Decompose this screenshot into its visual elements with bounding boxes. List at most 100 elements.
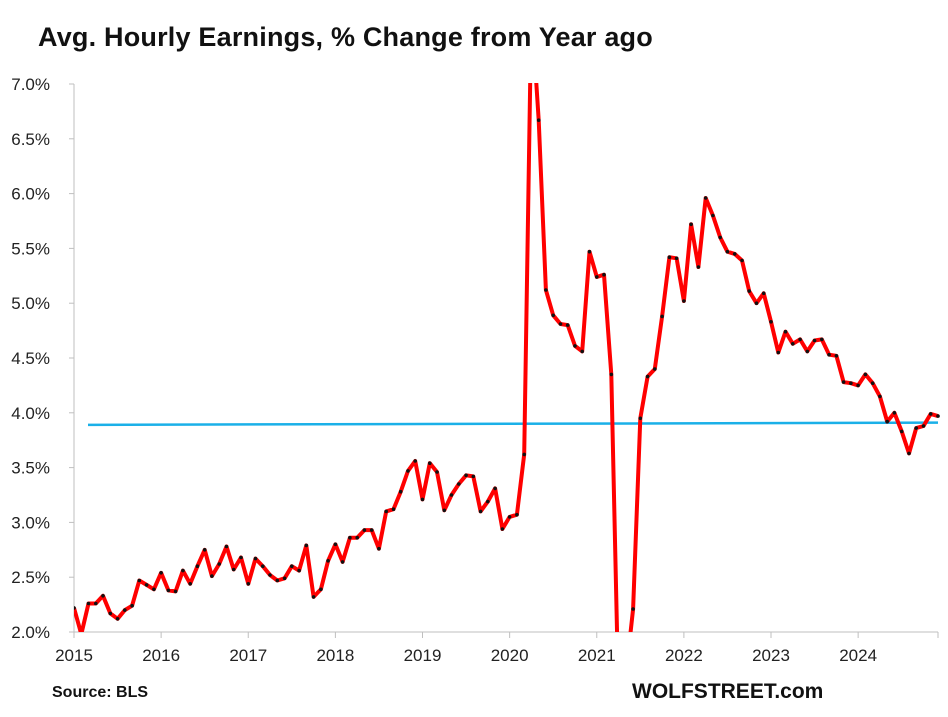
x-tick-label: 2018 bbox=[316, 646, 354, 665]
data-point bbox=[181, 568, 185, 573]
data-point bbox=[123, 608, 127, 612]
data-point bbox=[870, 381, 875, 386]
data-point bbox=[914, 426, 918, 430]
data-point bbox=[239, 555, 243, 560]
data-point bbox=[275, 578, 280, 583]
data-point bbox=[457, 482, 461, 486]
data-point bbox=[536, 118, 541, 122]
data-point bbox=[500, 527, 505, 531]
data-point bbox=[827, 352, 831, 357]
x-tick-label: 2022 bbox=[665, 646, 703, 665]
data-point bbox=[166, 588, 171, 593]
data-point bbox=[195, 564, 200, 568]
data-point bbox=[268, 573, 272, 577]
x-tick-label: 2016 bbox=[142, 646, 180, 665]
data-point bbox=[530, 6, 534, 10]
y-tick-label: 6.0% bbox=[11, 185, 50, 204]
data-point bbox=[224, 544, 229, 549]
x-axis: 2015 2016 2017 2018 2019 2020 2021 2022 2023 2024 bbox=[55, 631, 939, 665]
data-point bbox=[507, 515, 512, 519]
data-point bbox=[340, 560, 345, 564]
trend-layer bbox=[87, 421, 939, 427]
data-point bbox=[580, 349, 584, 354]
data-point bbox=[115, 617, 120, 621]
data-point bbox=[231, 567, 236, 572]
brand-note: WOLFSTREET.com bbox=[632, 680, 824, 703]
data-point bbox=[805, 349, 810, 354]
y-tick-label: 4.0% bbox=[11, 404, 50, 423]
data-point bbox=[682, 299, 686, 303]
data-point bbox=[80, 632, 84, 636]
data-point bbox=[464, 473, 468, 478]
data-point bbox=[435, 470, 439, 474]
data-point bbox=[558, 322, 563, 326]
data-point bbox=[732, 252, 737, 256]
data-point bbox=[609, 372, 614, 377]
data-point bbox=[602, 272, 606, 277]
data-point bbox=[522, 452, 526, 457]
data-point bbox=[398, 489, 403, 494]
y-tick-label: 4.5% bbox=[11, 349, 50, 368]
y-tick-label: 5.0% bbox=[11, 294, 50, 313]
data-point bbox=[921, 424, 926, 428]
data-point bbox=[769, 320, 773, 324]
data-point bbox=[261, 564, 265, 568]
chart-title: Avg. Hourly Earnings, % Change from Year… bbox=[38, 22, 653, 52]
x-tick-label: 2024 bbox=[839, 646, 877, 665]
data-point bbox=[892, 411, 897, 415]
data-point bbox=[210, 574, 214, 578]
data-point bbox=[703, 196, 708, 200]
data-point bbox=[595, 275, 599, 279]
data-point bbox=[86, 601, 91, 606]
data-point bbox=[144, 583, 149, 587]
data-point bbox=[442, 508, 447, 513]
data-point bbox=[377, 546, 381, 551]
data-point bbox=[326, 559, 330, 563]
data-point bbox=[885, 419, 889, 424]
y-tick-label: 3.5% bbox=[11, 459, 50, 478]
y-axis: 2.0% 2.5% 3.0% 3.5% 4.0% 4.5% 5.0% 5.5% 6.0% 6.5%… bbox=[11, 75, 75, 642]
data-point bbox=[544, 288, 548, 292]
data-point bbox=[108, 611, 113, 616]
source-note: Source: BLS bbox=[52, 684, 149, 701]
y-tick-label: 2.5% bbox=[11, 568, 50, 587]
data-point bbox=[391, 507, 396, 512]
data-point bbox=[304, 543, 309, 548]
data-point bbox=[217, 562, 221, 566]
data-point bbox=[515, 512, 519, 517]
data-point bbox=[849, 381, 853, 386]
data-point bbox=[74, 606, 76, 610]
data-point bbox=[791, 342, 795, 346]
data-point bbox=[355, 535, 360, 540]
y-tick-label: 6.5% bbox=[11, 130, 50, 149]
data-point bbox=[667, 255, 672, 259]
trend-line bbox=[87, 421, 939, 427]
data-point bbox=[587, 249, 592, 254]
data-point bbox=[311, 595, 316, 599]
data-point bbox=[638, 416, 643, 421]
data-point bbox=[159, 571, 163, 575]
data-point bbox=[319, 587, 323, 592]
data-point bbox=[428, 461, 432, 466]
data-point bbox=[565, 323, 570, 327]
data-point bbox=[478, 509, 483, 514]
data-point bbox=[834, 354, 839, 358]
data-point bbox=[290, 564, 294, 568]
data-point bbox=[130, 603, 134, 608]
data-point bbox=[928, 412, 933, 416]
data-point bbox=[369, 528, 374, 532]
data-point bbox=[653, 367, 657, 371]
data-point bbox=[856, 383, 860, 388]
x-tick-label: 2023 bbox=[752, 646, 790, 665]
data-point bbox=[631, 607, 635, 611]
data-point bbox=[783, 329, 788, 334]
data-point bbox=[413, 459, 418, 463]
data-point bbox=[776, 350, 781, 355]
data-point bbox=[348, 535, 352, 540]
y-tick-label: 3.0% bbox=[11, 513, 50, 532]
x-tick-label: 2020 bbox=[491, 646, 529, 665]
x-tick-label: 2017 bbox=[229, 646, 267, 665]
data-point bbox=[152, 587, 156, 592]
data-point bbox=[899, 429, 904, 434]
data-point bbox=[725, 249, 730, 254]
